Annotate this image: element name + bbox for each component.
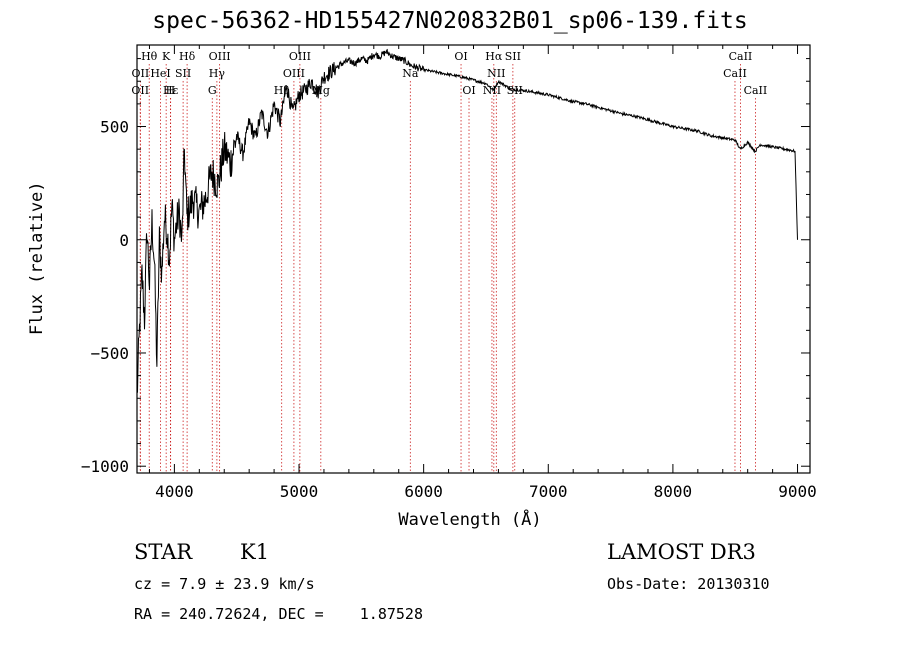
y-tick-label: −500	[90, 344, 129, 363]
chart-title: spec-56362-HD155427N020832B01_sp06-139.f…	[152, 8, 748, 34]
line-label: NII	[483, 84, 501, 97]
y-tick-label: 500	[100, 118, 129, 137]
line-label: OIII	[283, 67, 305, 80]
line-label: CaII	[729, 50, 753, 63]
line-label: OI	[462, 84, 475, 97]
object-class: STAR	[134, 540, 193, 564]
line-label: CaII	[744, 84, 768, 97]
line-label: OII	[132, 67, 150, 80]
line-label: OII	[131, 84, 149, 97]
emission-lines-layer	[139, 64, 756, 473]
line-label: OI	[454, 50, 467, 63]
ra-dec: RA = 240.72624, DEC = 1.87528	[134, 605, 423, 623]
line-label: Hα	[485, 50, 503, 63]
line-label: G	[208, 84, 217, 97]
x-tick-label: 5000	[280, 482, 319, 501]
observation-date: Obs-Date: 20130310	[607, 575, 770, 593]
line-label: SII	[175, 67, 191, 80]
line-label: NII	[487, 67, 505, 80]
line-label: K	[162, 50, 171, 63]
line-label: SII	[505, 50, 521, 63]
series-layer	[136, 48, 798, 393]
y-tick-label: 0	[119, 231, 129, 250]
x-tick-label: 9000	[778, 482, 817, 501]
line-label: Hδ	[179, 50, 196, 63]
spectrum-line	[136, 48, 798, 393]
axis-layer: 4000 5000 6000 7000 8000 9000 −1000 −500 0 500	[81, 44, 817, 501]
y-tick-label: −1000	[81, 457, 129, 476]
x-axis-label: Wavelength (Å)	[398, 510, 542, 530]
line-label: H	[166, 84, 176, 97]
line-label: CaII	[723, 67, 747, 80]
line-label: SII	[507, 84, 523, 97]
line-label: Mg	[312, 84, 330, 97]
line-label: HeI	[150, 67, 170, 80]
line-label: Hγ	[209, 67, 226, 80]
redshift-cz: cz = 7.9 ± 23.9 km/s	[134, 575, 315, 593]
object-subclass: K1	[240, 540, 270, 564]
line-label: Hβ	[274, 84, 290, 97]
x-tick-label: 7000	[529, 482, 568, 501]
x-tick-label: 8000	[654, 482, 693, 501]
line-label: OIII	[209, 50, 231, 63]
x-tick-label: 4000	[155, 482, 194, 501]
x-tick-label: 6000	[404, 482, 443, 501]
plot-frame	[136, 44, 811, 474]
y-axis-label: Flux (relative)	[27, 181, 47, 335]
survey-name: LAMOST DR3	[607, 540, 756, 564]
line-label: Hθ	[141, 50, 158, 63]
line-label: OIII	[289, 50, 311, 63]
line-label: Hε	[163, 84, 179, 97]
line-label: Na	[402, 67, 419, 80]
